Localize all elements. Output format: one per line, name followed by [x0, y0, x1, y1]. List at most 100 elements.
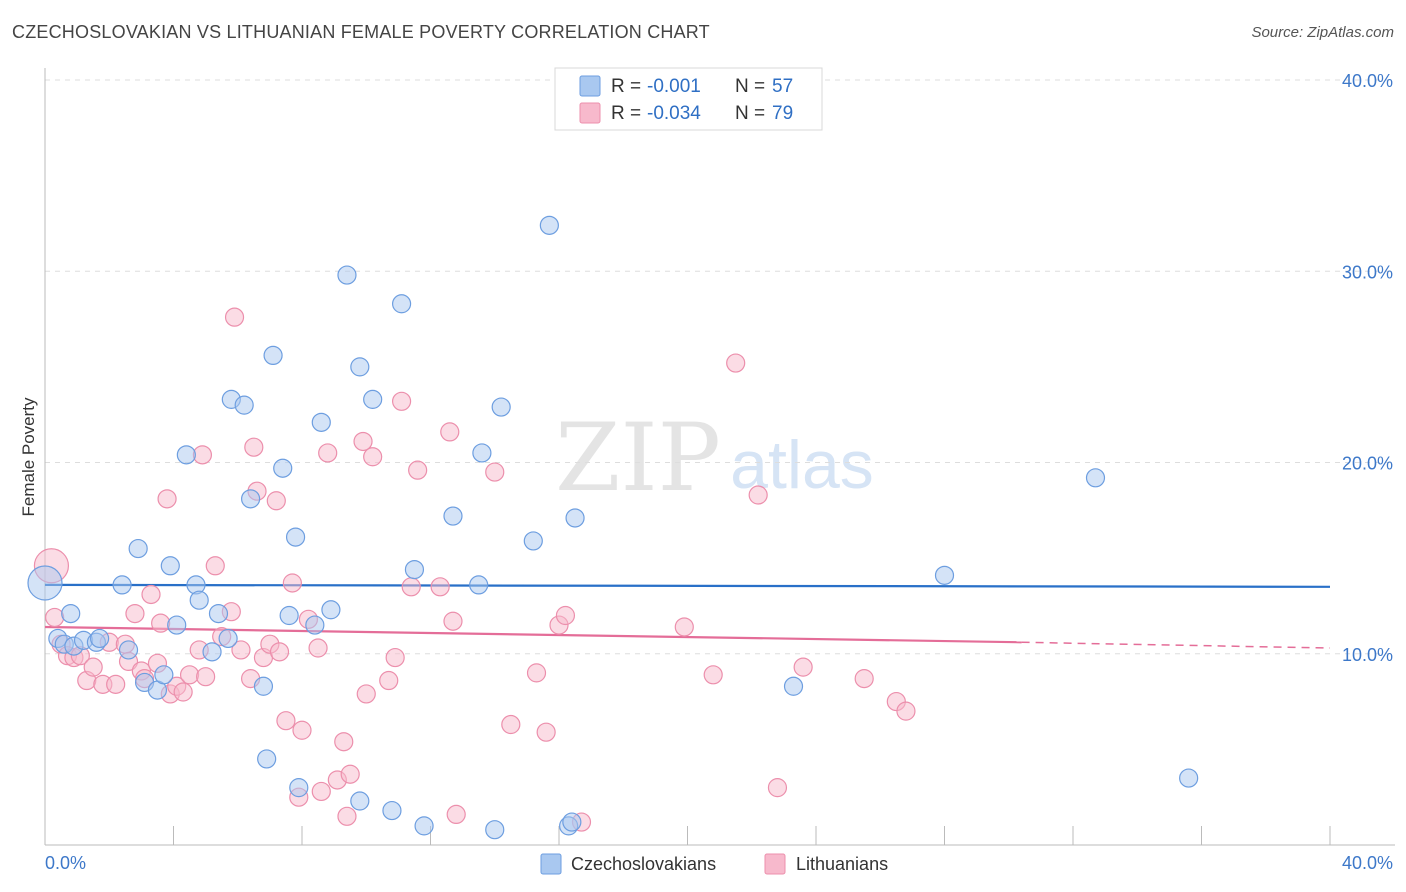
- bottom-legend-czechoslovakians: Czechoslovakians: [571, 854, 716, 874]
- lithuanian-point: [485, 462, 505, 482]
- lithuanian-point: [292, 720, 312, 740]
- lithuanian-point: [141, 584, 161, 605]
- czechoslovakian-point: [523, 531, 543, 551]
- lithuanian-point: [337, 806, 357, 826]
- y-tick-label: 30.0%: [1342, 262, 1393, 282]
- czechoslovakian-point: [491, 397, 511, 417]
- lithuanian-point: [244, 437, 264, 457]
- source-label: Source: ZipAtlas.com: [1251, 24, 1394, 41]
- bottom-legend-lithuanians: Lithuanians: [796, 854, 888, 874]
- czechoslovakian-point: [472, 443, 492, 463]
- x-tick-label-max: 40.0%: [1342, 853, 1393, 873]
- czechoslovakian-point: [321, 600, 341, 620]
- czechoslovakian-point: [218, 628, 238, 649]
- lithuanian-point: [443, 611, 463, 631]
- trend-lines: [44, 583, 1331, 649]
- czechoslovakian-point: [189, 590, 209, 610]
- lithuanian-point: [318, 443, 338, 463]
- czechoslovakian-point: [289, 778, 309, 798]
- lithuanian-point: [269, 642, 290, 662]
- bottom-legend: Czechoslovakians Lithuanians: [540, 853, 888, 875]
- lithuanian-point: [173, 682, 193, 702]
- data-points: [27, 215, 1199, 840]
- lithuanian-point: [356, 684, 376, 704]
- lithuanian-point: [157, 489, 177, 509]
- czechoslovakian-point: [285, 527, 306, 547]
- lithuanian-point: [526, 663, 547, 683]
- legend-r-value-1: -0.001: [647, 76, 701, 97]
- czechoslovakian-point: [279, 605, 299, 626]
- czechoslovakian-point: [350, 357, 370, 377]
- y-tick-label: 10.0%: [1342, 645, 1393, 665]
- lithuanian-point: [340, 764, 360, 784]
- lithuanian-point: [401, 577, 421, 597]
- watermark-zip: ZIP: [555, 404, 721, 513]
- lithuanian-point: [501, 714, 521, 735]
- czechoslovakian-point: [565, 508, 585, 528]
- czechoslovakian-point: [469, 575, 489, 595]
- czechoslovakian-point: [382, 800, 402, 821]
- chart-title: CZECHOSLOVAKIAN VS LITHUANIAN FEMALE POV…: [12, 22, 710, 42]
- czechoslovakian-point: [176, 445, 196, 465]
- bottom-legend-swatch-lithuanians: [764, 853, 786, 875]
- legend-r-label-2: R =: [611, 103, 641, 124]
- y-axis-label: Female Poverty: [19, 397, 38, 517]
- lithuanian-point: [430, 577, 450, 597]
- czechoslovakian-point: [234, 395, 254, 415]
- czechoslovakian-point: [562, 812, 582, 832]
- lithuanian-point: [767, 778, 788, 798]
- czechoslovakian-point: [1085, 468, 1106, 488]
- lithuanian-point: [391, 391, 412, 411]
- legend-r-label-1: R =: [611, 76, 641, 97]
- lithuanian-point: [125, 603, 145, 624]
- czechoslovakian-point: [539, 215, 559, 235]
- lithuanian-point: [674, 617, 694, 637]
- lithuanian-point: [703, 665, 723, 685]
- czechoslovakian-point: [160, 556, 180, 576]
- czechoslovakian-point: [443, 506, 463, 526]
- lithuanian-point: [446, 804, 466, 825]
- czechoslovakian-point: [934, 565, 955, 585]
- lithuanian-point: [106, 674, 126, 694]
- legend-box: R = -0.001 N = 57 R = -0.034 N = 79: [554, 67, 823, 131]
- lithuanian-point: [45, 607, 65, 628]
- czechoslovakian-point: [273, 458, 293, 478]
- lithuanian-point: [536, 722, 556, 742]
- czechoslovakian-point: [253, 676, 274, 696]
- legend-n-label-2: N =: [735, 103, 765, 124]
- lithuanian-point: [379, 670, 399, 691]
- czechoslovakian-point: [350, 791, 370, 811]
- watermark: ZIP atlas: [555, 404, 874, 513]
- lithuanian-point: [726, 353, 746, 373]
- czechoslovakian-point: [202, 642, 222, 662]
- legend-n-value-2: 79: [772, 103, 793, 124]
- lithuanian-point: [353, 431, 373, 452]
- legend-n-value-1: 57: [772, 76, 793, 97]
- czechoslovakian-point: [414, 816, 434, 836]
- lithuanian-point: [748, 485, 768, 505]
- gridlines: [45, 79, 1395, 655]
- legend-r-value-2: -0.034: [647, 103, 701, 124]
- czechoslovakian-point: [305, 615, 325, 635]
- legend-swatch-lithuanians: [579, 102, 601, 124]
- tick-labels: 10.0% 20.0% 30.0% 40.0% 0.0% 40.0%: [45, 71, 1393, 873]
- lithuanian-point: [151, 613, 171, 633]
- czechoslovakian-point: [90, 628, 110, 649]
- x-tick-label-min: 0.0%: [45, 853, 86, 873]
- lithuanian-point: [224, 307, 245, 327]
- czechoslovakian-point: [257, 749, 277, 769]
- axes: [44, 68, 1395, 846]
- lithuanian-point: [308, 638, 328, 658]
- czechoslovakian-point: [391, 294, 412, 314]
- trend-line-lithuanians-extension: [1021, 641, 1331, 649]
- lithuanian-point: [196, 667, 216, 687]
- lithuanian-point: [276, 711, 296, 731]
- trend-line-czechoslovakians: [44, 583, 1331, 588]
- czechoslovakian-point: [311, 412, 331, 432]
- czechoslovakian-point: [485, 820, 505, 840]
- czechoslovakian-point: [337, 265, 357, 285]
- y-tick-label: 20.0%: [1342, 454, 1393, 474]
- lithuanian-point: [334, 732, 354, 752]
- lithuanian-point: [266, 491, 286, 511]
